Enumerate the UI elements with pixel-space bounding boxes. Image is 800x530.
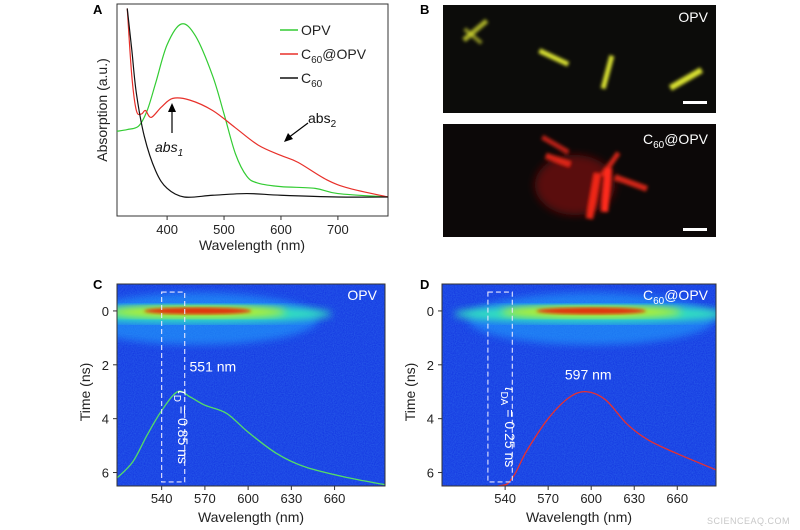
image-background — [443, 5, 716, 113]
y-axis-label: Time (ns) — [402, 363, 418, 422]
legend-item-opv: OPV — [280, 22, 331, 38]
y-tick-label: 6 — [427, 466, 434, 481]
crystal-rod — [600, 151, 621, 178]
crystal-rod — [613, 174, 649, 192]
legend-label: C60 — [301, 70, 323, 90]
signal-peak — [536, 307, 646, 315]
legend-label: C60@OPV — [301, 46, 367, 66]
image-label: C60@OPV — [643, 131, 709, 151]
x-tick-label: 600 — [270, 222, 292, 237]
x-tick-label: 540 — [151, 491, 173, 506]
y-tick-label: 6 — [102, 466, 109, 481]
x-tick-label: 630 — [623, 491, 645, 506]
panel-label-a: A — [93, 2, 103, 17]
legend-item-c60: C60 — [280, 70, 323, 90]
watermark: SCIENCEAQ.COM — [707, 516, 790, 526]
panel-label-c: C — [93, 277, 103, 292]
y-tick-label: 4 — [427, 412, 434, 427]
x-tick-label: 400 — [156, 222, 178, 237]
image-label: OPV — [678, 9, 708, 25]
y-tick-label: 2 — [102, 358, 109, 373]
annotation-abs2: abs2 — [284, 110, 337, 142]
series-line-c60 — [126, 8, 389, 198]
plot-frame — [116, 283, 386, 487]
emission-spectrum-line — [442, 391, 716, 486]
panel-label-d: D — [420, 277, 429, 292]
c60-opv-image: C60@OPV — [443, 124, 716, 237]
crystal-rod — [462, 18, 489, 42]
crystal-rod — [538, 48, 570, 67]
x-axis-label: Wavelength (nm) — [526, 509, 632, 525]
x-tick-label: 570 — [537, 491, 559, 506]
plot-frame — [441, 283, 717, 487]
streak-image-c60-opv: 540 570 600 630 660 0 2 4 6 C60@OPV 597 nm τDA =… — [402, 283, 717, 525]
x-tick-label: 630 — [280, 491, 302, 506]
integration-window — [487, 291, 513, 483]
y-tick-label: 4 — [102, 412, 109, 427]
crystal-rod — [600, 55, 615, 90]
emission-spectrum-line — [117, 390, 385, 486]
y-axis-label: Time (ns) — [77, 363, 93, 422]
y-tick-label: 0 — [102, 304, 109, 319]
peak-label: 551 nm — [190, 359, 237, 375]
annotation-label: abs1 — [155, 139, 183, 159]
series-line-c60-opv — [126, 8, 389, 198]
crystal-rod — [541, 134, 570, 155]
streak-image-opv: 540 570 600 630 660 0 2 4 6 OPV 551 nm τD = 0.85… — [77, 283, 386, 525]
crystal-rod — [544, 152, 572, 168]
crystal-rod — [668, 67, 704, 91]
y-tick-label: 2 — [427, 358, 434, 373]
x-tick-label: 600 — [237, 491, 259, 506]
microscopy-images: OPV C60@OPV — [443, 5, 716, 237]
panel-label-b: B — [420, 2, 429, 17]
x-tick-label: 700 — [327, 222, 349, 237]
arrowhead — [284, 133, 293, 142]
y-axis-label: Absorption (a.u.) — [94, 58, 110, 162]
x-tick-label: 540 — [494, 491, 516, 506]
integration-window — [161, 291, 186, 483]
scale-bar — [683, 228, 707, 231]
peak-label: 597 nm — [565, 367, 612, 383]
signal-peak — [144, 307, 252, 315]
annotation-abs1: abs1 — [155, 103, 183, 159]
plot-title: OPV — [347, 287, 377, 303]
legend: OPV C60@OPV C60 — [280, 22, 367, 90]
crystal-rod — [463, 27, 483, 45]
legend-item-c60-opv: C60@OPV — [280, 46, 367, 66]
arrowhead — [168, 103, 176, 112]
heatmap — [117, 284, 385, 486]
arrow-icon — [287, 122, 309, 139]
plot-title: C60@OPV — [643, 287, 709, 307]
x-axis-label: Wavelength (nm) — [199, 237, 305, 253]
crystal-rod — [601, 167, 612, 213]
crystal-rod — [586, 172, 601, 220]
x-axis-label: Wavelength (nm) — [198, 509, 304, 525]
annotation-label: abs2 — [308, 110, 337, 130]
x-tick-label: 500 — [213, 222, 235, 237]
x-tick-label: 660 — [324, 491, 346, 506]
scale-bar — [683, 101, 707, 104]
x-tick-label: 570 — [194, 491, 216, 506]
lifetime-label: τD = 0.85 ns — [171, 390, 191, 464]
legend-label: OPV — [301, 22, 331, 38]
x-tick-label: 660 — [666, 491, 688, 506]
y-tick-label: 0 — [427, 304, 434, 319]
series-line-opv — [116, 23, 389, 198]
opv-image: OPV — [443, 5, 716, 113]
heatmap — [442, 284, 716, 486]
plot-frame — [116, 3, 389, 217]
x-tick-label: 600 — [580, 491, 602, 506]
absorption-chart: 400 500 600 700 Wavelength (nm) Absorption … — [94, 3, 389, 253]
lifetime-label: τDA = 0.25 ns — [498, 386, 518, 467]
